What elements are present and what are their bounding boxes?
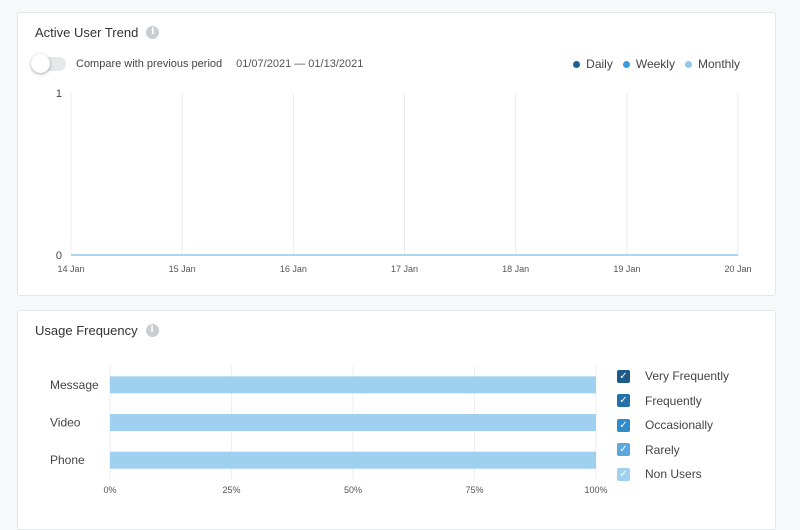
checkbox-icon[interactable]: ✓ bbox=[617, 369, 630, 383]
x-tick-label: 0% bbox=[103, 485, 116, 495]
checkbox-icon[interactable]: ✓ bbox=[617, 418, 630, 432]
x-tick-label: 100% bbox=[584, 485, 607, 495]
legend-label: Weekly bbox=[635, 57, 675, 71]
legend-label: Non Users bbox=[645, 467, 702, 482]
category-label: Message bbox=[50, 378, 99, 392]
toggle-knob[interactable] bbox=[31, 54, 50, 73]
bar-segment bbox=[110, 414, 596, 431]
legend-item-frequently[interactable]: ✓ Frequently bbox=[617, 389, 729, 414]
category-label: Phone bbox=[50, 453, 85, 467]
compare-row: Compare with previous period 01/07/2021 … bbox=[31, 54, 364, 73]
usage-frequency-card: Usage Frequency i 0% 25% 50% 75% 100% Message… bbox=[17, 310, 776, 530]
daily-dot-icon bbox=[573, 60, 581, 68]
active-user-trend-card: Active User Trend i Compare with previou… bbox=[17, 12, 776, 296]
legend-item-daily[interactable]: Daily bbox=[573, 57, 613, 71]
checkbox-icon[interactable]: ✓ bbox=[617, 394, 630, 408]
legend-item-occasionally[interactable]: ✓ Occasionally bbox=[617, 413, 729, 438]
x-tick-label: 50% bbox=[344, 485, 362, 495]
x-tick-label: 20 Jan bbox=[724, 264, 751, 274]
y-tick-label: 1 bbox=[56, 88, 62, 100]
legend-item-very-frequently[interactable]: ✓ Very Frequently bbox=[617, 364, 729, 389]
monthly-dot-icon bbox=[684, 60, 692, 68]
legend-item-non-users[interactable]: ✓ Non Users bbox=[617, 462, 729, 487]
legend-label: Monthly bbox=[697, 57, 740, 71]
legend-item-monthly[interactable]: Monthly bbox=[684, 57, 740, 71]
trend-line-chart: 14 Jan 15 Jan 16 Jan 17 Jan 18 Jan 19 Jan 20 J… bbox=[56, 88, 752, 274]
compare-label: Compare with previous period bbox=[76, 58, 223, 70]
x-tick-label: 18 Jan bbox=[502, 264, 529, 274]
x-tick-label: 25% bbox=[222, 485, 240, 495]
compare-toggle[interactable] bbox=[31, 54, 66, 73]
legend-label: Daily bbox=[586, 57, 613, 71]
x-tick-label: 75% bbox=[465, 485, 483, 495]
x-tick-label: 17 Jan bbox=[391, 264, 418, 274]
checkbox-icon[interactable]: ✓ bbox=[617, 443, 630, 457]
y-tick-label: 0 bbox=[56, 250, 62, 262]
legend-label: Occasionally bbox=[645, 418, 714, 433]
x-tick-label: 16 Jan bbox=[280, 264, 307, 274]
legend-item-weekly[interactable]: Weekly bbox=[622, 57, 675, 71]
bar-segment bbox=[110, 376, 596, 394]
legend-label: Frequently bbox=[645, 393, 702, 408]
trend-legend: Daily Weekly Monthly bbox=[563, 57, 740, 71]
card-title: Active User Trend i bbox=[35, 25, 160, 40]
trend-title: Active User Trend bbox=[35, 25, 139, 40]
x-tick-label: 14 Jan bbox=[57, 264, 84, 274]
legend-label: Rarely bbox=[645, 442, 680, 457]
legend-label: Very Frequently bbox=[645, 369, 730, 384]
card-title: Usage Frequency i bbox=[35, 323, 159, 338]
x-tick-label: 15 Jan bbox=[169, 264, 196, 274]
checkbox-icon[interactable]: ✓ bbox=[617, 467, 630, 481]
info-icon[interactable]: i bbox=[145, 324, 159, 337]
weekly-dot-icon bbox=[622, 60, 630, 68]
info-icon[interactable]: i bbox=[146, 26, 160, 39]
bar-segment bbox=[110, 451, 596, 469]
usage-bar-chart: 0% 25% 50% 75% 100% Message Video Phone bbox=[50, 366, 608, 495]
x-tick-label: 19 Jan bbox=[613, 264, 640, 274]
legend-item-rarely[interactable]: ✓ Rarely bbox=[617, 438, 729, 463]
date-range: 01/07/2021 — 01/13/2021 bbox=[236, 58, 364, 70]
category-label: Video bbox=[50, 416, 81, 430]
usage-title: Usage Frequency bbox=[35, 323, 138, 338]
usage-legend: ✓ Very Frequently ✓ Frequently ✓ Occasio… bbox=[617, 364, 729, 487]
